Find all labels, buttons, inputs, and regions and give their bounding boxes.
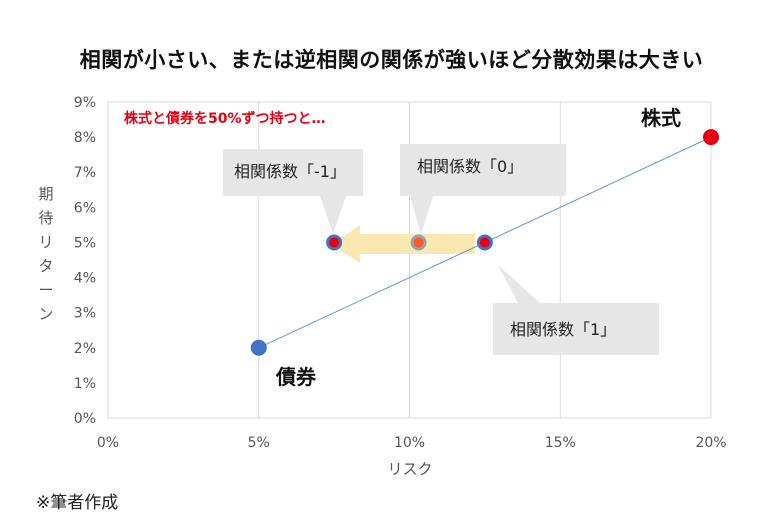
callout-minus1-text: 相関係数「-1」 <box>234 162 346 181</box>
label-bond: 債券 <box>275 365 317 389</box>
y-axis-label-char: リ <box>38 233 53 251</box>
x-tick-labels: 0% 5% 10% 15% 20% <box>97 435 727 451</box>
y-axis-label-char: ン <box>38 305 53 323</box>
y-tick-label: 3% <box>74 306 96 322</box>
data-point-inner <box>329 237 340 248</box>
y-tick-label: 9% <box>74 95 96 111</box>
x-tick-label: 0% <box>97 435 119 451</box>
y-axis-label-char: 待 <box>38 209 53 227</box>
data-point <box>703 129 719 146</box>
y-tick-label: 5% <box>74 235 96 251</box>
data-points <box>250 129 719 356</box>
y-tick-label: 1% <box>74 376 96 392</box>
x-axis-label: リスク <box>387 460 432 478</box>
x-tick-label: 15% <box>545 435 576 451</box>
chart-title: 相関が小さい、または逆相関の関係が強いほど分散効果は大きい <box>79 48 704 72</box>
callout-0-text: 相関係数「0」 <box>417 157 523 176</box>
callout-0-box <box>400 144 566 234</box>
x-tick-label: 20% <box>695 435 726 451</box>
data-point-inner <box>479 237 490 248</box>
y-axis-label-char: ー <box>38 281 53 299</box>
data-point <box>250 339 267 356</box>
x-tick-label: 10% <box>394 435 425 451</box>
y-tick-label: 4% <box>74 271 96 287</box>
y-tick-label: 2% <box>74 341 96 357</box>
footnote: ※筆者作成 <box>36 493 119 513</box>
y-tick-label: 6% <box>74 200 96 216</box>
callout-1-box <box>493 265 659 355</box>
x-tick-label: 5% <box>248 435 270 451</box>
y-axis-label-char: 期 <box>38 185 53 203</box>
y-tick-labels: 0% 1% 2% 3% 4% 5% 6% 7% 8% 9% <box>74 95 96 427</box>
left-arrow <box>332 225 475 263</box>
annotation-note: 株式と債券を50%ずつ持つと… <box>124 110 326 127</box>
y-tick-label: 7% <box>74 165 96 181</box>
y-axis-label: 期待リターン <box>38 185 53 323</box>
y-tick-label: 0% <box>74 411 96 427</box>
label-stock: 株式 <box>641 106 681 130</box>
callout-minus1-box <box>223 149 363 234</box>
callout-1-text: 相関係数「1」 <box>510 320 616 339</box>
y-axis-label-char: タ <box>38 257 53 275</box>
y-tick-label: 8% <box>74 130 96 146</box>
data-point-inner <box>413 237 424 248</box>
